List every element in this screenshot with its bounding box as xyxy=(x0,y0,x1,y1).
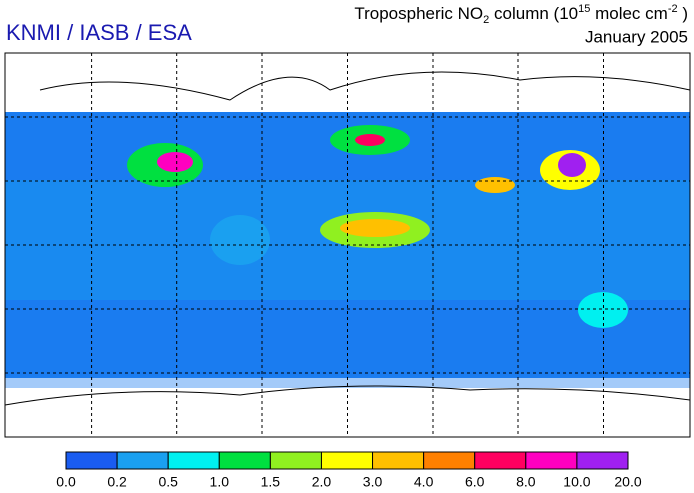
colorbar-bin xyxy=(423,451,476,470)
colorbar-tick-label: 0.2 xyxy=(107,474,127,490)
coastline xyxy=(39,71,691,101)
title-part: ) xyxy=(678,4,688,23)
colorbar-tick-label: 0.0 xyxy=(56,474,76,490)
colorbar-tick-label: 20.0 xyxy=(614,474,641,490)
hotspot xyxy=(340,219,410,237)
title-part: column (10 xyxy=(489,4,578,23)
colorbar-bin xyxy=(167,451,220,470)
hotspot xyxy=(475,177,515,193)
colorbar-bin xyxy=(218,451,271,470)
map xyxy=(4,52,691,438)
hotspot xyxy=(355,134,385,146)
colorbar: 0.0 0.2 0.5 1.0 1.5 2.0 3.0 4.0 6.0 8.0 10.0 20.0 xyxy=(56,451,642,490)
map-title: Tropospheric NO2 column (1015 molec cm-2… xyxy=(354,3,688,26)
colorbar-tick-label: 3.0 xyxy=(363,474,383,490)
colorbar-bin xyxy=(320,451,374,470)
colorbar-tick-label: 10.0 xyxy=(563,474,590,490)
colorbar-bin xyxy=(269,451,322,470)
title-part: Tropospheric NO xyxy=(354,4,483,23)
colorbar-bin xyxy=(65,451,118,470)
land-field xyxy=(210,215,270,265)
colorbar-bin xyxy=(525,451,578,470)
colorbar-tick-label: 6.0 xyxy=(465,474,485,490)
colorbar-bin xyxy=(372,451,425,470)
graticule xyxy=(5,53,690,437)
hotspot xyxy=(157,152,193,172)
colorbar-tick-label: 1.0 xyxy=(210,474,230,490)
title-subscript: 2 xyxy=(483,14,489,26)
map-date: January 2005 xyxy=(585,27,688,46)
colorbar-tick-label: 2.0 xyxy=(312,474,332,490)
title-superscript: 15 xyxy=(578,3,590,15)
title-superscript: -2 xyxy=(668,3,678,15)
colorbar-bin xyxy=(474,451,527,470)
colorbar-tick-label: 0.5 xyxy=(158,474,178,490)
colorbar-bin xyxy=(116,451,169,470)
colorbar-tick-label: 8.0 xyxy=(516,474,536,490)
map-frame xyxy=(4,52,691,438)
colorbar-bin xyxy=(576,451,629,470)
coastline xyxy=(4,385,691,406)
title-part: molec cm xyxy=(590,4,667,23)
colorbar-tick-label: 1.5 xyxy=(261,474,281,490)
credit: KNMI / IASB / ESA xyxy=(6,20,192,45)
colorbar-tick-label: 4.0 xyxy=(414,474,434,490)
land-field xyxy=(578,292,628,328)
hotspot xyxy=(558,153,586,177)
